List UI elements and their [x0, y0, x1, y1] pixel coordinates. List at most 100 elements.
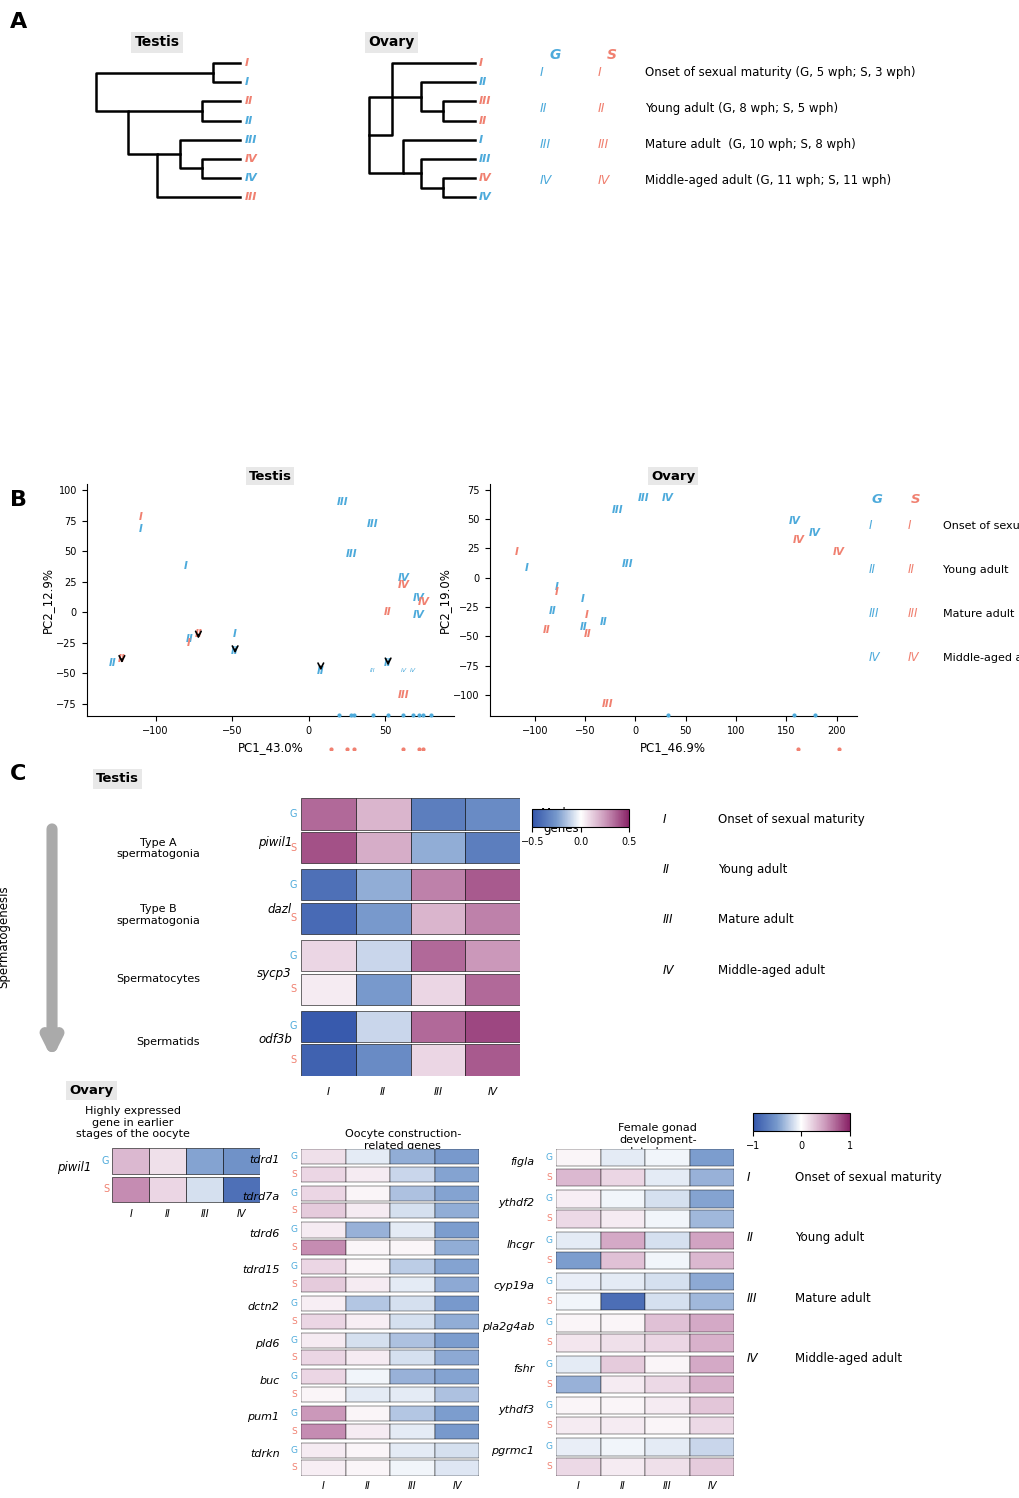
Bar [223, 1176, 260, 1203]
Text: IV: IV [397, 580, 409, 590]
Text: Onset of sexual maturity: Onset of sexual maturity [942, 521, 1019, 530]
Bar [555, 1149, 600, 1167]
Bar [555, 1231, 600, 1249]
Bar [410, 941, 465, 971]
Bar [301, 1222, 345, 1237]
Text: S: S [546, 1215, 552, 1224]
Text: Oocyte construction-
related genes: Oocyte construction- related genes [344, 1129, 461, 1150]
Text: IV: IV [808, 529, 819, 538]
Text: G: G [290, 1152, 298, 1161]
Text: S: S [291, 1464, 298, 1473]
Bar [465, 798, 520, 830]
Text: lhcgr: lhcgr [506, 1240, 534, 1249]
Bar [689, 1252, 734, 1269]
Bar [345, 1167, 390, 1182]
Bar [434, 1167, 479, 1182]
Text: B: B [10, 490, 28, 509]
Bar [390, 1149, 434, 1164]
Text: pgrmc1: pgrmc1 [491, 1446, 534, 1456]
Text: pla2g4ab: pla2g4ab [482, 1323, 534, 1332]
Bar [600, 1210, 645, 1228]
Bar [600, 1417, 645, 1434]
Bar [465, 1011, 520, 1043]
Bar [600, 1458, 645, 1476]
Text: IV: IV [539, 174, 551, 187]
Text: II: II [195, 629, 202, 640]
Bar [301, 1044, 356, 1076]
Text: tdrd1: tdrd1 [249, 1155, 279, 1165]
Text: II: II [542, 626, 550, 635]
Bar [356, 1011, 410, 1043]
Text: Type A
spermatogonia: Type A spermatogonia [116, 837, 200, 860]
Bar [644, 1396, 689, 1414]
Bar [390, 1407, 434, 1422]
Text: tdrd6: tdrd6 [249, 1228, 279, 1239]
Text: S: S [606, 48, 616, 63]
Bar [644, 1293, 689, 1311]
Bar [434, 1461, 479, 1476]
Text: Mature adult: Mature adult [942, 608, 1013, 619]
Text: G: G [288, 951, 297, 960]
Bar [390, 1350, 434, 1365]
Bar [689, 1375, 734, 1393]
Bar [689, 1356, 734, 1372]
Bar [689, 1314, 734, 1332]
Bar [644, 1314, 689, 1332]
X-axis label: PC1_46.9%: PC1_46.9% [640, 742, 705, 755]
Bar [301, 1461, 345, 1476]
Bar [600, 1168, 645, 1186]
Text: S: S [291, 1353, 298, 1362]
Bar [555, 1417, 600, 1434]
Text: I: I [868, 520, 871, 532]
Text: IV: IV [788, 517, 800, 526]
Text: I: I [554, 587, 558, 596]
Text: III: III [637, 493, 649, 503]
Text: S: S [291, 1426, 298, 1435]
Text: III: III [601, 700, 612, 710]
Text: II: II [907, 563, 914, 577]
Text: Young adult: Young adult [942, 565, 1008, 575]
Text: III: III [746, 1291, 756, 1305]
X-axis label: PC1_43.0%: PC1_43.0% [237, 742, 303, 755]
Text: Testis: Testis [96, 773, 139, 785]
Bar [345, 1423, 390, 1438]
Bar [301, 1149, 345, 1164]
Bar [555, 1375, 600, 1393]
Bar [301, 974, 356, 1005]
Text: Ovary: Ovary [368, 34, 415, 49]
Bar [301, 1350, 345, 1365]
Text: IV: IV [409, 668, 416, 673]
Bar [390, 1314, 434, 1329]
Text: S: S [546, 1255, 552, 1264]
Text: S: S [546, 1297, 552, 1306]
Bar [301, 1260, 345, 1275]
Text: buc: buc [259, 1375, 279, 1386]
Bar [434, 1333, 479, 1348]
Bar [555, 1293, 600, 1311]
Bar [434, 1222, 479, 1237]
Text: I: I [245, 78, 249, 87]
Text: G: G [545, 1278, 552, 1287]
Text: G: G [290, 1189, 298, 1198]
Bar [689, 1231, 734, 1249]
Bar [301, 1407, 345, 1422]
Text: III: III [597, 138, 608, 151]
Text: IV: IV [399, 668, 407, 673]
Bar [689, 1149, 734, 1167]
Bar [465, 869, 520, 900]
Title: Ovary: Ovary [650, 470, 695, 482]
Text: III: III [907, 607, 917, 620]
Bar [410, 798, 465, 830]
Bar [390, 1387, 434, 1402]
Text: Onset of sexual maturity: Onset of sexual maturity [795, 1171, 942, 1183]
Text: ythdf2: ythdf2 [498, 1198, 534, 1209]
Bar [223, 1147, 260, 1173]
Text: S: S [546, 1462, 552, 1471]
Bar [345, 1407, 390, 1422]
Bar [301, 1443, 345, 1458]
Text: Onset of sexual maturity (G, 5 wph; S, 3 wph): Onset of sexual maturity (G, 5 wph; S, 3… [645, 66, 915, 79]
Text: S: S [546, 1422, 552, 1431]
Text: G: G [288, 879, 297, 890]
Text: III: III [433, 1086, 442, 1097]
Text: I: I [525, 563, 528, 574]
